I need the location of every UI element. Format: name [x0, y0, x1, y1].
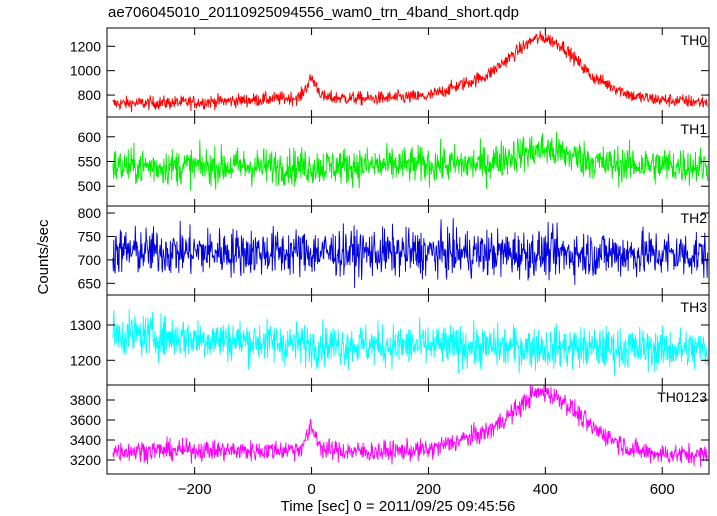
y-tick-label: 3800 [70, 392, 101, 408]
series-line-th0 [112, 30, 708, 113]
chart-title: ae706045010_20110925094556_wam0_trn_4ban… [108, 4, 519, 21]
y-tick-label: 3200 [70, 452, 101, 468]
panels-group: 800 1000 1200 TH0 500 550 600 TH1 650 700 750 800 TH… [70, 27, 710, 498]
y-tick-label: 650 [78, 275, 102, 291]
x-tick-label: 400 [533, 481, 558, 498]
y-tick-label: 1000 [70, 63, 101, 79]
y-tick-label: 750 [78, 228, 102, 244]
panel-th3: 1200 1300 TH3 [70, 294, 710, 386]
x-axis-label: Time [sec] 0 = 2011/09/25 09:45:56 [281, 498, 516, 515]
y-tick-label: 550 [78, 154, 102, 170]
x-tick-label: 600 [650, 481, 675, 498]
series-line-th2 [112, 218, 709, 288]
series-line-th1 [112, 131, 709, 191]
panel-th0123: 3200 3400 3600 3800 TH0123 [70, 384, 710, 475]
panel-label: TH1 [681, 121, 708, 137]
panel-label: TH3 [681, 299, 708, 315]
panel-th2: 650 700 750 800 TH2 [78, 205, 710, 296]
y-tick-label: 700 [78, 252, 102, 268]
x-tick-label: −200 [178, 481, 212, 498]
y-tick-label: 1200 [70, 352, 101, 368]
panel-label: TH0 [681, 32, 708, 48]
panel-th0: 800 1000 1200 TH0 [70, 27, 710, 118]
y-tick-label: 1300 [70, 317, 101, 333]
y-tick-label: 500 [78, 178, 102, 194]
panel-label: TH0123 [657, 389, 707, 405]
panel-label: TH2 [681, 210, 708, 226]
y-tick-label: 3600 [70, 412, 101, 428]
y-tick-label: 800 [78, 87, 102, 103]
x-tick-label: 0 [307, 481, 315, 498]
series-line-th3 [112, 308, 709, 376]
y-axis-label: Counts/sec [35, 219, 52, 295]
panel-frame [106, 384, 710, 475]
y-tick-label: 1200 [70, 38, 101, 54]
y-tick-label: 600 [78, 129, 102, 145]
panel-th1: 500 550 600 TH1 [78, 116, 710, 207]
y-tick-label: 800 [78, 205, 102, 221]
series-line-th0123 [112, 385, 709, 467]
x-tick-label: 200 [416, 481, 441, 498]
y-tick-label: 3400 [70, 432, 101, 448]
